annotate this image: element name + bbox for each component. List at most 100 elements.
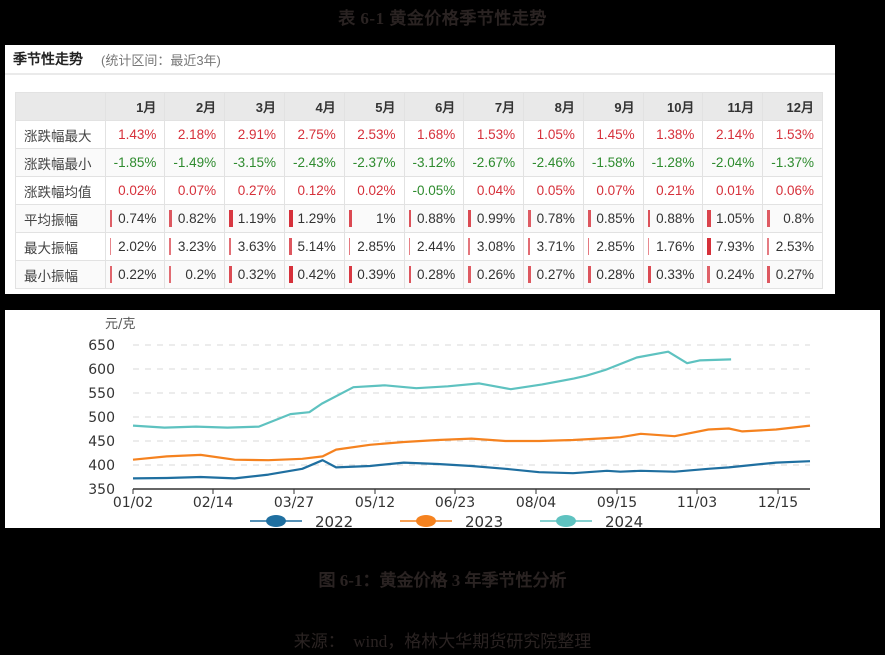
table-cell: 0.99% xyxy=(463,204,525,233)
amplitude-bar xyxy=(587,210,591,227)
table-cell: 0.39% xyxy=(343,260,405,289)
table-cell: -1.37% xyxy=(762,148,823,177)
amplitude-bar xyxy=(707,210,711,227)
table-cell: -2.04% xyxy=(702,148,764,177)
series-line-2024 xyxy=(132,350,732,429)
column-header-month: 12月 xyxy=(762,92,823,121)
table-row: 涨跌幅最小 -1.85% -1.49% -3.15% -2.43% -2.37% -3.12… xyxy=(15,148,823,177)
source-note: 来源： wind，格林大华期货研究院整理 xyxy=(293,632,592,651)
x-tick-label: 02/14 xyxy=(193,495,233,511)
table-cell: 1.53% xyxy=(463,120,525,149)
table-cell: 0.33% xyxy=(642,260,704,289)
amplitude-bar xyxy=(169,210,172,227)
y-tick-label: 600 xyxy=(88,362,115,378)
y-tick-label: 650 xyxy=(88,338,115,354)
amplitude-bar xyxy=(109,210,112,227)
amplitude-bar xyxy=(707,238,712,255)
table-row: 平均振幅 0.74% 0.82% 1.19% 1.29% 1% 0.88% 0.99% 0.78… xyxy=(15,204,823,233)
table-cell: 0.88% xyxy=(642,204,704,233)
table-cell: 0.27% xyxy=(762,260,823,289)
table-cell: 0.12% xyxy=(283,176,345,205)
series-line-2023 xyxy=(132,424,811,462)
table-cell: 1.05% xyxy=(523,120,584,149)
column-header-month: 3月 xyxy=(224,92,285,121)
table-cell: 1.05% xyxy=(702,204,764,233)
amplitude-bar xyxy=(408,238,411,255)
y-tick-label: 450 xyxy=(88,434,115,450)
amplitude-bar xyxy=(468,210,472,227)
table-cell: 3.23% xyxy=(164,232,226,261)
table-cell: 0.26% xyxy=(463,260,525,289)
amplitude-bar xyxy=(229,210,233,227)
amplitude-bar xyxy=(169,266,172,283)
table-cell: 0.28% xyxy=(403,260,465,289)
panel-heading: 季节性走势 xyxy=(13,51,83,67)
legend-marker-2024[interactable] xyxy=(556,515,576,527)
x-tick-label: 09/15 xyxy=(597,495,637,511)
table-cell: 0.06% xyxy=(762,176,823,205)
legend-label-2024[interactable]: 2024 xyxy=(605,513,643,531)
table-cell: 1.68% xyxy=(403,120,465,149)
amplitude-bar xyxy=(408,266,412,283)
amplitude-bar xyxy=(288,266,293,283)
y-tick-label: 550 xyxy=(88,386,115,402)
legend-label-2023[interactable]: 2023 xyxy=(465,513,503,531)
table-cell: 1% xyxy=(343,204,405,233)
table-cell: 1.43% xyxy=(104,120,166,149)
table-cell: 2.75% xyxy=(283,120,345,149)
amplitude-bar xyxy=(348,266,353,283)
table-cell: 2.85% xyxy=(582,232,644,261)
table-cell: 2.85% xyxy=(343,232,405,261)
table-cell: -3.15% xyxy=(224,148,285,177)
table-cell: 0.28% xyxy=(582,260,644,289)
table-cell: -0.05% xyxy=(403,176,465,205)
table-cell: -3.12% xyxy=(403,148,465,177)
column-header-month: 2月 xyxy=(164,92,226,121)
x-tick-label: 03/27 xyxy=(274,495,314,511)
table-cell: -2.67% xyxy=(463,148,525,177)
table-cell: 0.04% xyxy=(463,176,525,205)
row-label: 涨跌幅最小 xyxy=(15,148,106,177)
column-header-month: 8月 xyxy=(523,92,584,121)
legend-label-2022[interactable]: 2022 xyxy=(315,513,353,531)
legend-marker-2022[interactable] xyxy=(266,515,286,527)
table-cell: 0.21% xyxy=(642,176,704,205)
amplitude-bar xyxy=(647,210,651,227)
legend-marker-2023[interactable] xyxy=(416,515,436,527)
amplitude-bar xyxy=(109,238,112,255)
row-label: 最大振幅 xyxy=(15,232,106,261)
table-cell: -1.58% xyxy=(582,148,644,177)
row-label: 平均振幅 xyxy=(15,204,106,233)
table-cell: 3.71% xyxy=(523,232,584,261)
table-cell: 1.53% xyxy=(762,120,823,149)
gold-price-line-chart: 元/克 350 400 450 500 550 600 650 01/02 02/14 03/27 0… xyxy=(88,317,811,531)
table-cell: -1.49% xyxy=(164,148,226,177)
amplitude-bar xyxy=(169,238,172,255)
amplitude-bar xyxy=(348,238,351,255)
table-header-row: 1月 2月 3月 4月 5月 6月 7月 8月 9月 10月 11月 12月 xyxy=(15,92,823,121)
x-tick-label: 06/23 xyxy=(435,495,475,511)
table-cell: 7.93% xyxy=(702,232,764,261)
table-cell: -2.37% xyxy=(343,148,405,177)
table-cell: 0.07% xyxy=(582,176,644,205)
amplitude-bar xyxy=(647,238,650,255)
table-cell: 0.02% xyxy=(343,176,405,205)
x-tick-label: 08/04 xyxy=(516,495,556,511)
x-tick-label: 12/15 xyxy=(758,495,798,511)
table-cell: 3.63% xyxy=(224,232,285,261)
table-cell: 0.27% xyxy=(523,260,584,289)
table-cell: 0.85% xyxy=(582,204,644,233)
column-header-month: 7月 xyxy=(463,92,525,121)
y-tick-label: 500 xyxy=(88,410,115,426)
table-cell: 0.82% xyxy=(164,204,226,233)
amplitude-bar xyxy=(408,210,412,227)
y-tick-label: 400 xyxy=(88,458,115,474)
table-cell: 0.78% xyxy=(523,204,584,233)
amplitude-bar xyxy=(528,238,530,255)
amplitude-bar xyxy=(587,266,591,283)
x-tick-label: 01/02 xyxy=(113,495,153,511)
table-cell: 0.05% xyxy=(523,176,584,205)
amplitude-bar xyxy=(348,210,352,227)
amplitude-bar xyxy=(288,210,293,227)
table-cell: 2.18% xyxy=(164,120,226,149)
